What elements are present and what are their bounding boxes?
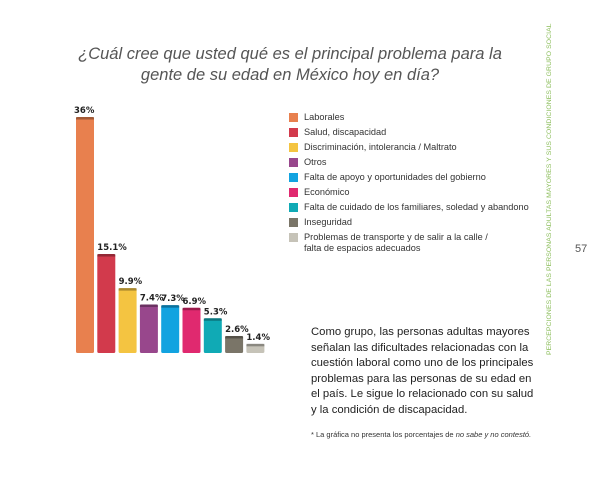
data-label-8: 1.4% bbox=[246, 333, 270, 343]
legend-swatch bbox=[289, 203, 298, 212]
bar-7 bbox=[225, 335, 244, 353]
legend-label: Falta de apoyo y oportunidades del gobie… bbox=[304, 172, 486, 183]
legend-label-line: Otros bbox=[304, 157, 327, 167]
data-label-0: 36% bbox=[74, 106, 95, 116]
legend-label-line: Salud, discapacidad bbox=[304, 127, 387, 137]
legend-label: Inseguridad bbox=[304, 217, 352, 228]
bar-0 bbox=[76, 117, 94, 353]
legend-label-line: Falta de cuidado de los familiares, sole… bbox=[304, 202, 529, 212]
footnote: * La gráfica no presenta los porcentajes… bbox=[311, 430, 531, 439]
bar-3 bbox=[139, 304, 158, 353]
bar-cap-2 bbox=[118, 288, 137, 291]
legend-swatch bbox=[289, 218, 298, 227]
legend-label-line: Discriminación, intolerancia / Maltrato bbox=[304, 142, 457, 152]
legend-label: Discriminación, intolerancia / Maltrato bbox=[304, 142, 457, 153]
bar-2 bbox=[118, 288, 137, 353]
bar-cap-7 bbox=[225, 335, 244, 339]
side-running-title: PERCEPCIONES DE LAS PERSONAS ADULTAS MAY… bbox=[546, 23, 553, 355]
legend-item: Inseguridad bbox=[289, 217, 352, 228]
legend-label-line: Económico bbox=[304, 187, 350, 197]
bar-8 bbox=[246, 343, 265, 353]
legend-label: Otros bbox=[304, 157, 326, 168]
legend-label: Laborales bbox=[304, 112, 344, 123]
bar-cap-5 bbox=[182, 307, 201, 311]
legend-label-line: Falta de apoyo y oportunidades del gobie… bbox=[304, 172, 486, 182]
legend-swatch bbox=[289, 173, 298, 182]
legend-label-line: Inseguridad bbox=[304, 217, 353, 227]
legend-label: Económico bbox=[304, 187, 349, 198]
legend-item: Otros bbox=[289, 157, 326, 168]
bar-cap-8 bbox=[246, 343, 265, 347]
legend-swatch bbox=[289, 188, 298, 197]
footnote-italic: no sabe y no contestó. bbox=[455, 430, 532, 439]
legend-item: Falta de apoyo y oportunidades del gobie… bbox=[289, 172, 486, 183]
bar-6 bbox=[203, 318, 222, 353]
bar-5 bbox=[182, 307, 201, 353]
legend-label-line: falta de espacios adecuados bbox=[304, 243, 421, 253]
legend-swatch bbox=[289, 158, 298, 167]
data-label-6: 5.3% bbox=[204, 307, 228, 317]
legend-item: Salud, discapacidad bbox=[289, 127, 386, 138]
legend-item: Discriminación, intolerancia / Maltrato bbox=[289, 142, 457, 153]
legend-label-line: Problemas de transporte y de salir a la … bbox=[304, 232, 488, 242]
data-label-1: 15.1% bbox=[97, 243, 127, 253]
footnote-text: * La gráfica no presenta los porcentajes… bbox=[311, 430, 456, 439]
data-label-5: 6.9% bbox=[183, 297, 207, 307]
legend-swatch bbox=[289, 128, 298, 137]
legend-label: Salud, discapacidad bbox=[304, 127, 386, 138]
legend-label: Falta de cuidado de los familiares, sole… bbox=[304, 202, 529, 213]
data-label-7: 2.6% bbox=[225, 325, 249, 335]
legend-swatch bbox=[289, 143, 298, 152]
bar-cap-1 bbox=[97, 254, 116, 257]
legend-item: Falta de cuidado de los familiares, sole… bbox=[289, 202, 529, 213]
legend-label-line: Laborales bbox=[304, 112, 345, 122]
page-number: 57 bbox=[575, 243, 588, 255]
legend-swatch bbox=[289, 113, 298, 122]
bar-4 bbox=[161, 305, 180, 353]
summary-note: Como grupo, las personas adultas mayores… bbox=[311, 326, 534, 416]
data-label-2: 9.9% bbox=[119, 277, 143, 287]
bar-1 bbox=[97, 254, 116, 353]
chart-title: ¿Cuál cree que usted qué es el principal… bbox=[78, 45, 502, 84]
bar-cap-3 bbox=[139, 304, 158, 307]
legend-label: Problemas de transporte y de salir a la … bbox=[304, 232, 488, 254]
bar-cap-6 bbox=[203, 318, 222, 321]
legend-item: Laborales bbox=[289, 112, 344, 123]
data-label-3: 7.4% bbox=[140, 293, 164, 303]
legend-item: Económico bbox=[289, 187, 349, 198]
legend-swatch bbox=[289, 233, 298, 242]
legend-item: Problemas de transporte y de salir a la … bbox=[289, 232, 488, 254]
data-label-4: 7.3% bbox=[161, 294, 185, 304]
bar-cap-4 bbox=[161, 305, 180, 308]
bar-cap-0 bbox=[76, 117, 94, 120]
